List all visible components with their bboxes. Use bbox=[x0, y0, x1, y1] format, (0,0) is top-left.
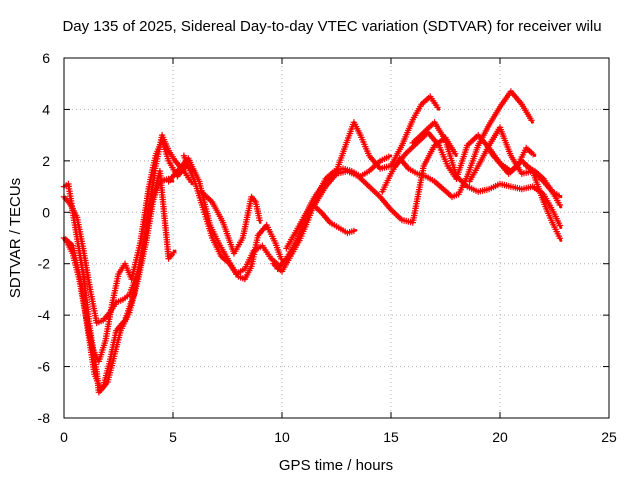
y-tick-label: 6 bbox=[42, 50, 50, 66]
y-axis-label: SDTVAR / TECUs bbox=[7, 178, 24, 298]
data-layer bbox=[60, 88, 564, 396]
series-markers bbox=[180, 152, 285, 283]
series-pass-11 bbox=[311, 134, 459, 226]
x-tick-label: 25 bbox=[601, 429, 617, 445]
axis-ticks: 0 5 10 15 20 25 -8 -6 -4 -2 0 2 4 6 bbox=[38, 50, 617, 445]
x-axis-label: GPS time / hours bbox=[279, 457, 393, 474]
y-tick-label: 2 bbox=[42, 153, 50, 169]
y-tick-label: -6 bbox=[38, 359, 51, 375]
series-line bbox=[182, 154, 284, 281]
x-tick-label: 10 bbox=[274, 429, 290, 445]
y-tick-label: -8 bbox=[38, 410, 51, 426]
series-pass-12 bbox=[379, 88, 535, 201]
x-tick-label: 5 bbox=[169, 429, 177, 445]
series-markers bbox=[409, 119, 564, 229]
x-tick-label: 20 bbox=[492, 429, 508, 445]
series-line bbox=[380, 90, 535, 199]
plot-frame bbox=[63, 57, 610, 419]
grid bbox=[64, 58, 609, 418]
series-markers bbox=[198, 188, 263, 257]
y-tick-label: 4 bbox=[42, 101, 50, 117]
y-tick-label: -2 bbox=[38, 256, 51, 272]
chart-title: Day 135 of 2025, Sidereal Day-to-day VTE… bbox=[62, 18, 601, 35]
series-pass-6 bbox=[180, 152, 285, 283]
series-markers bbox=[283, 93, 441, 252]
series-markers bbox=[311, 134, 459, 226]
series-markers bbox=[523, 162, 563, 209]
series-pass-4 bbox=[60, 167, 177, 396]
x-tick-label: 0 bbox=[60, 429, 68, 445]
x-tick-label: 15 bbox=[383, 429, 399, 445]
series-pass-13 bbox=[392, 129, 537, 183]
series-pass-7 bbox=[198, 188, 263, 257]
y-tick-label: -4 bbox=[38, 307, 51, 323]
series-pass-10 bbox=[283, 93, 441, 252]
series-markers bbox=[392, 129, 537, 183]
y-tick-label: 0 bbox=[42, 204, 50, 220]
series-pass-17 bbox=[523, 162, 563, 209]
